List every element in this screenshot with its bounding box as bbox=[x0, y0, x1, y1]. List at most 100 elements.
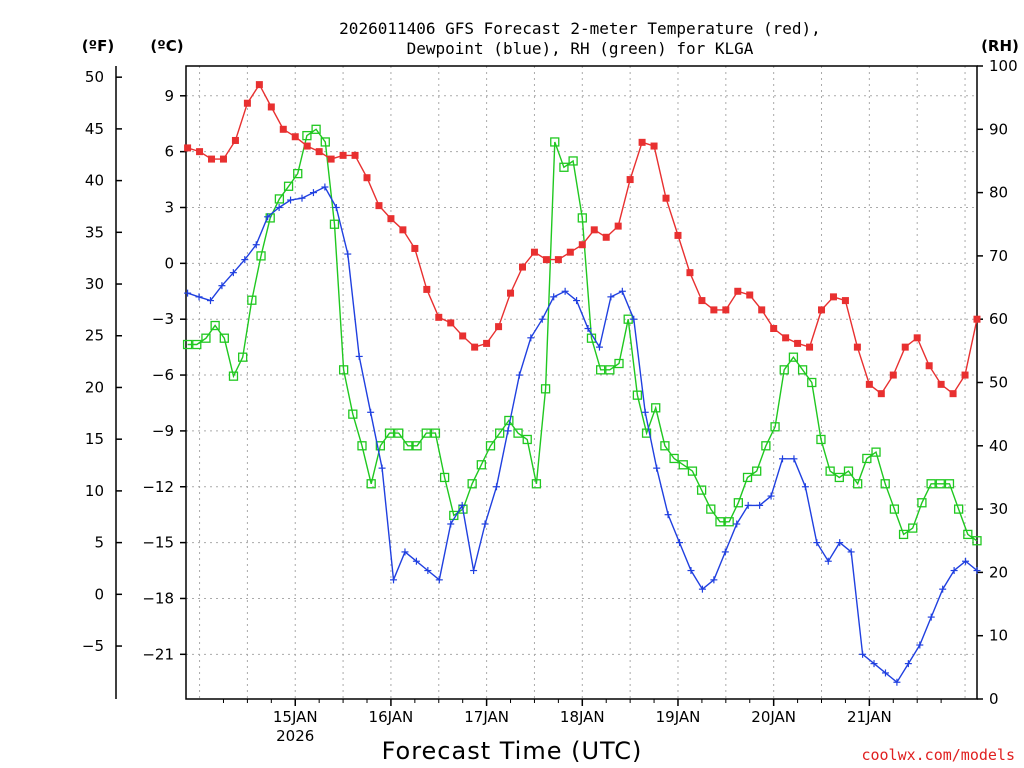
rh-point bbox=[394, 428, 404, 438]
fahrenheit-tick-label: 20 bbox=[85, 378, 104, 396]
rh-point bbox=[357, 441, 367, 451]
rh-tick-label: 70 bbox=[989, 247, 1008, 265]
rh-point bbox=[678, 460, 688, 470]
rh-point bbox=[724, 517, 734, 527]
rh-point bbox=[742, 472, 753, 483]
temperature-point bbox=[578, 241, 586, 249]
temperature-point bbox=[638, 138, 646, 146]
temperature-point bbox=[686, 269, 694, 277]
rh-point bbox=[439, 472, 450, 483]
temperature-point bbox=[530, 248, 538, 256]
x-tick-label: 21JAN bbox=[847, 708, 892, 726]
rh-point bbox=[669, 453, 679, 464]
temperature-point bbox=[243, 99, 251, 107]
celsius-tick-label: 3 bbox=[164, 198, 174, 216]
rh-point bbox=[889, 504, 900, 514]
temperature-point bbox=[901, 343, 909, 351]
dewpoint-point bbox=[801, 483, 809, 491]
celsius-tick-label: 9 bbox=[164, 87, 174, 105]
rh-point bbox=[752, 466, 762, 476]
dewpoint-point bbox=[401, 548, 409, 556]
x-tick-label: 18JAN bbox=[560, 708, 605, 726]
rh-point bbox=[614, 358, 624, 369]
temperature-point bbox=[865, 380, 873, 388]
rh-point bbox=[256, 251, 266, 261]
celsius-tick-label: −6 bbox=[152, 366, 174, 384]
rh-point bbox=[596, 365, 606, 375]
dewpoint-point bbox=[184, 289, 192, 297]
rh-point bbox=[917, 498, 927, 508]
dewpoint-point bbox=[859, 650, 867, 658]
rh-point bbox=[302, 130, 312, 141]
rh-point bbox=[834, 472, 844, 483]
rh-point bbox=[531, 479, 542, 489]
temperature-point bbox=[255, 81, 263, 89]
x-tick-label: 16JAN bbox=[369, 708, 414, 726]
temperature-point bbox=[626, 176, 634, 184]
dewpoint-point bbox=[767, 492, 775, 500]
x-tick-label: 15JAN bbox=[273, 708, 318, 726]
dewpoint-point bbox=[321, 183, 329, 191]
dewpoint-point bbox=[378, 464, 386, 472]
celsius-tick-label: 0 bbox=[164, 254, 174, 272]
fahrenheit-tick-label: 25 bbox=[85, 327, 104, 345]
fahrenheit-tick-label: 5 bbox=[94, 534, 104, 552]
rh-point bbox=[201, 333, 211, 343]
rh-tick-label: 60 bbox=[989, 310, 1008, 328]
temperature-point bbox=[650, 142, 658, 150]
rh-point bbox=[476, 460, 486, 470]
rh-point bbox=[715, 517, 725, 527]
dewpoint-point bbox=[584, 325, 592, 333]
dewpoint-point bbox=[355, 352, 363, 360]
temperature-point bbox=[853, 343, 861, 351]
chart-title-line-1: 2026011406 GFS Forecast 2-meter Temperat… bbox=[339, 19, 821, 38]
temperature-point bbox=[818, 306, 826, 314]
dewpoint-point bbox=[287, 196, 295, 204]
grid-lines bbox=[186, 66, 977, 699]
temperature-point bbox=[471, 343, 479, 351]
rh-tick-label: 40 bbox=[989, 437, 1008, 455]
temperature-point bbox=[829, 293, 837, 301]
dewpoint-point bbox=[492, 483, 500, 491]
fahrenheit-tick-label: 35 bbox=[85, 223, 104, 241]
rh-point bbox=[329, 219, 340, 229]
temperature-point bbox=[614, 222, 622, 230]
rh-point bbox=[807, 377, 817, 388]
dewpoint-point bbox=[412, 557, 420, 565]
rh-point bbox=[853, 479, 863, 489]
rh-point bbox=[550, 137, 560, 147]
dewpoint-point bbox=[904, 660, 912, 668]
dewpoint-point bbox=[367, 408, 375, 416]
dewpoint-point bbox=[721, 548, 729, 556]
temperature-point bbox=[447, 319, 455, 327]
rh-point bbox=[651, 403, 661, 413]
dewpoint-point bbox=[470, 567, 478, 575]
dewpoint-point bbox=[881, 669, 889, 677]
temperature-point bbox=[806, 343, 814, 351]
temperature-point bbox=[770, 325, 778, 333]
rh-point bbox=[384, 428, 395, 438]
celsius-tick-label: −9 bbox=[152, 422, 174, 440]
temperature-point bbox=[698, 297, 706, 305]
dewpoint-point bbox=[916, 641, 924, 649]
dewpoint-point bbox=[435, 576, 443, 584]
temperature-point bbox=[877, 390, 885, 398]
rh-point bbox=[311, 124, 321, 134]
dewpoint-point bbox=[309, 189, 317, 197]
temperature-point bbox=[710, 306, 718, 314]
temperature-point bbox=[196, 148, 204, 156]
rh-point bbox=[632, 390, 643, 400]
rh-point bbox=[577, 213, 587, 223]
rh-point bbox=[935, 479, 945, 489]
dewpoint-point bbox=[390, 576, 398, 584]
rh-tick-label: 30 bbox=[989, 500, 1008, 518]
dewpoint-point bbox=[595, 343, 603, 351]
rh-point bbox=[568, 156, 578, 166]
temperature-point bbox=[231, 136, 239, 144]
fahrenheit-tick-label: 45 bbox=[85, 120, 104, 138]
temperature-point bbox=[399, 226, 407, 234]
rh-tick-label: 80 bbox=[989, 184, 1008, 202]
dewpoint-point bbox=[870, 660, 878, 668]
dewpoint-point bbox=[458, 501, 466, 509]
rh-tick-label: 50 bbox=[989, 374, 1008, 392]
